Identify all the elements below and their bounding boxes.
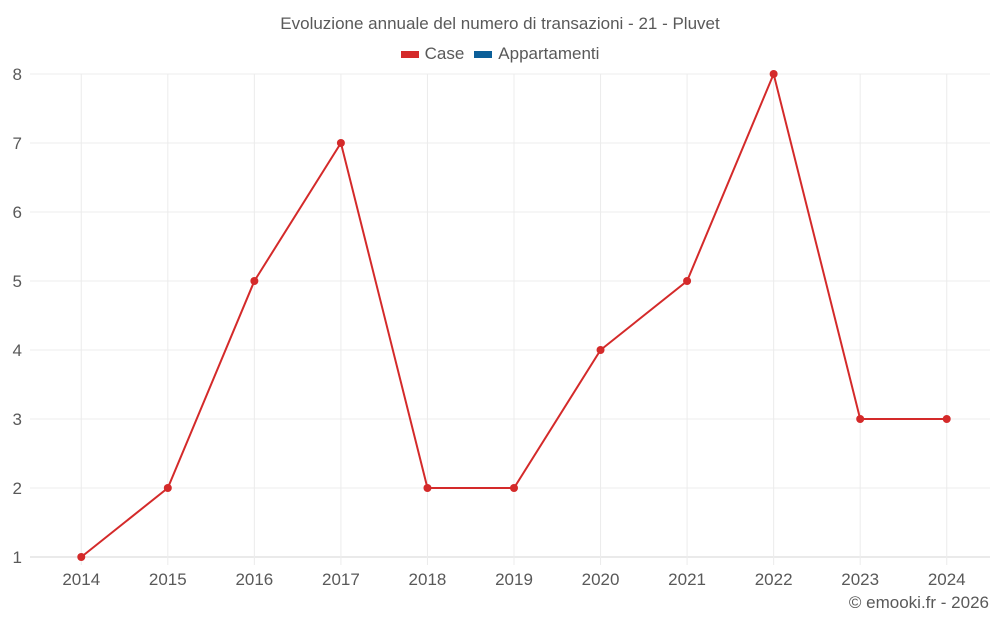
y-tick-label: 3 <box>13 410 22 429</box>
data-point[interactable] <box>77 553 86 561</box>
data-point[interactable] <box>596 346 605 354</box>
y-tick-label: 7 <box>13 134 22 153</box>
data-point[interactable] <box>163 484 172 492</box>
data-point[interactable] <box>683 277 692 285</box>
data-point[interactable] <box>336 139 345 147</box>
x-tick-label: 2024 <box>928 570 966 589</box>
x-tick-label: 2020 <box>582 570 620 589</box>
legend-item-case[interactable]: Case <box>400 44 465 64</box>
x-tick-label: 2015 <box>149 570 187 589</box>
legend-swatch-case <box>400 50 419 58</box>
x-tick-label: 2022 <box>755 570 793 589</box>
x-tick-label: 2019 <box>495 570 533 589</box>
legend-swatch-appartamenti <box>474 50 493 58</box>
y-tick-label: 5 <box>13 272 22 291</box>
x-tick-label: 2023 <box>841 570 879 589</box>
legend-label-case: Case <box>424 44 465 63</box>
y-tick-label: 1 <box>13 548 22 567</box>
data-point[interactable] <box>942 415 951 423</box>
x-tick-label: 2017 <box>322 570 360 589</box>
data-point[interactable] <box>510 484 518 492</box>
data-point[interactable] <box>250 277 259 285</box>
legend-label-appartamenti: Appartamenti <box>498 44 600 63</box>
data-point[interactable] <box>423 484 432 492</box>
chart-title: Evoluzione annuale del numero di transaz… <box>280 14 720 33</box>
credit-text: © emooki.fr - 2026 <box>848 593 989 612</box>
x-tick-label: 2021 <box>668 570 706 589</box>
x-tick-label: 2016 <box>235 570 273 589</box>
y-tick-label: 4 <box>13 341 22 360</box>
legend: Case Appartamenti <box>0 44 1000 64</box>
legend-item-appartamenti[interactable]: Appartamenti <box>474 44 599 64</box>
y-tick-label: 8 <box>13 65 22 84</box>
x-tick-label: 2018 <box>409 570 447 589</box>
data-point[interactable] <box>856 415 865 423</box>
y-tick-label: 6 <box>13 203 22 222</box>
x-tick-label: 2014 <box>62 570 100 589</box>
data-point[interactable] <box>769 70 778 78</box>
y-tick-label: 2 <box>13 479 22 498</box>
